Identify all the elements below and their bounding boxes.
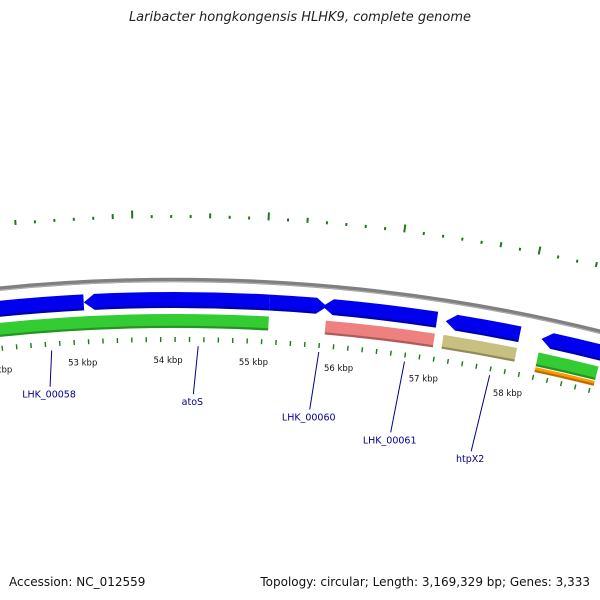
- ruler-label: 58 kbp: [493, 389, 522, 399]
- gene-label: atoS: [182, 397, 203, 408]
- ruler-tick: [432, 356, 435, 362]
- accession-label: Accession: NC_012559: [9, 575, 146, 589]
- gc-tick: [403, 224, 407, 233]
- feature-shadow-pink-1: [324, 332, 434, 348]
- gene-leader-line: [192, 346, 199, 395]
- ruler-label: 53 kbp: [68, 359, 97, 369]
- gene-label: LHK_00060: [282, 413, 336, 424]
- feature-cds-g: [541, 333, 600, 361]
- ruler-tick: [418, 354, 421, 360]
- ruler-tick: [375, 348, 378, 354]
- feature-shadow-green-2: [535, 363, 596, 380]
- gene-leader-line: [470, 375, 491, 452]
- gene-label: htpX2: [456, 454, 484, 465]
- ruler-tick: [389, 350, 392, 356]
- gene-leader-line: [49, 350, 53, 387]
- ruler-tick: [545, 377, 549, 384]
- ruler-tick: [461, 361, 464, 367]
- feature-green-2: [535, 352, 599, 381]
- gc-tick: [575, 259, 579, 263]
- feature-khaki-1: [441, 334, 518, 362]
- ruler-track: 52 kbp 53 kbp 54 kbp 55 kbp 56 kbp 57 kbp 58 k…: [0, 336, 591, 399]
- feature-shadow-cds-d: [269, 308, 317, 314]
- ruler-tick: [503, 368, 506, 375]
- ruler-tick: [531, 374, 535, 380]
- ruler-tick: [517, 371, 521, 378]
- backbone-arc: [0, 277, 600, 335]
- gc-tick: [537, 246, 542, 255]
- feature-shadow-green-1: [0, 325, 269, 337]
- feature-shadow-cds-c: [94, 305, 270, 311]
- gene-leader-line: [390, 361, 405, 433]
- ruler-tick: [1, 345, 4, 351]
- feature-track: [0, 292, 600, 386]
- gc-skew-track: [14, 210, 598, 268]
- feature-shadow-cds-g: [550, 346, 600, 361]
- ruler-tick: [587, 387, 591, 394]
- map-title: Laribacter hongkongensis HLHK9, complete…: [128, 10, 472, 25]
- genome-summary: Topology: circular; Length: 3,169,329 bp…: [260, 575, 590, 589]
- ruler-label: 52 kbp: [0, 365, 12, 375]
- gene-label-track: LHK_00058 atoS LHK_00060 LHK_00061 htpX2: [22, 346, 491, 465]
- gene-label: LHK_00058: [22, 390, 76, 401]
- feature-shadow-cds-f: [454, 328, 519, 343]
- gc-tick: [499, 242, 503, 248]
- feature-shadow-khaki-1: [441, 346, 515, 362]
- backbone-highlight: [0, 281, 600, 334]
- ruler-tick: [489, 366, 492, 372]
- genome-backbone: [0, 277, 600, 335]
- gc-tick: [556, 255, 560, 259]
- feature-shadow-cds-b: [0, 308, 85, 317]
- feature-cds-b: [0, 294, 85, 317]
- ruler-label: 57 kbp: [409, 374, 438, 384]
- ruler-label: 54 kbp: [153, 356, 182, 366]
- feature-pink-1: [324, 320, 435, 348]
- ruler-tick: [346, 345, 349, 351]
- ruler-tick: [573, 384, 577, 390]
- feature-shadow-cds-e: [332, 312, 437, 328]
- ruler-tick: [404, 352, 407, 358]
- gc-tick: [518, 247, 522, 251]
- ruler-label: 55 kbp: [239, 358, 268, 368]
- feature-green-1: [0, 314, 269, 337]
- ruler-label: 56 kbp: [324, 364, 353, 374]
- gene-label: LHK_00061: [363, 435, 417, 446]
- ruler-tick: [559, 381, 563, 387]
- feature-cds-d: [269, 294, 328, 314]
- gc-tick: [594, 261, 598, 268]
- feature-orange-1: [534, 367, 595, 386]
- ruler-tick: [361, 347, 364, 353]
- feature-shadow-orange-1: [534, 369, 595, 386]
- ruler-tick: [446, 358, 450, 364]
- gc-tick: [480, 240, 483, 244]
- gene-leader-line: [309, 351, 320, 410]
- feature-cds-f: [445, 314, 522, 343]
- feature-cds-e: [322, 299, 439, 328]
- ruler-tick: [475, 363, 478, 369]
- feature-cds-c: [83, 292, 271, 311]
